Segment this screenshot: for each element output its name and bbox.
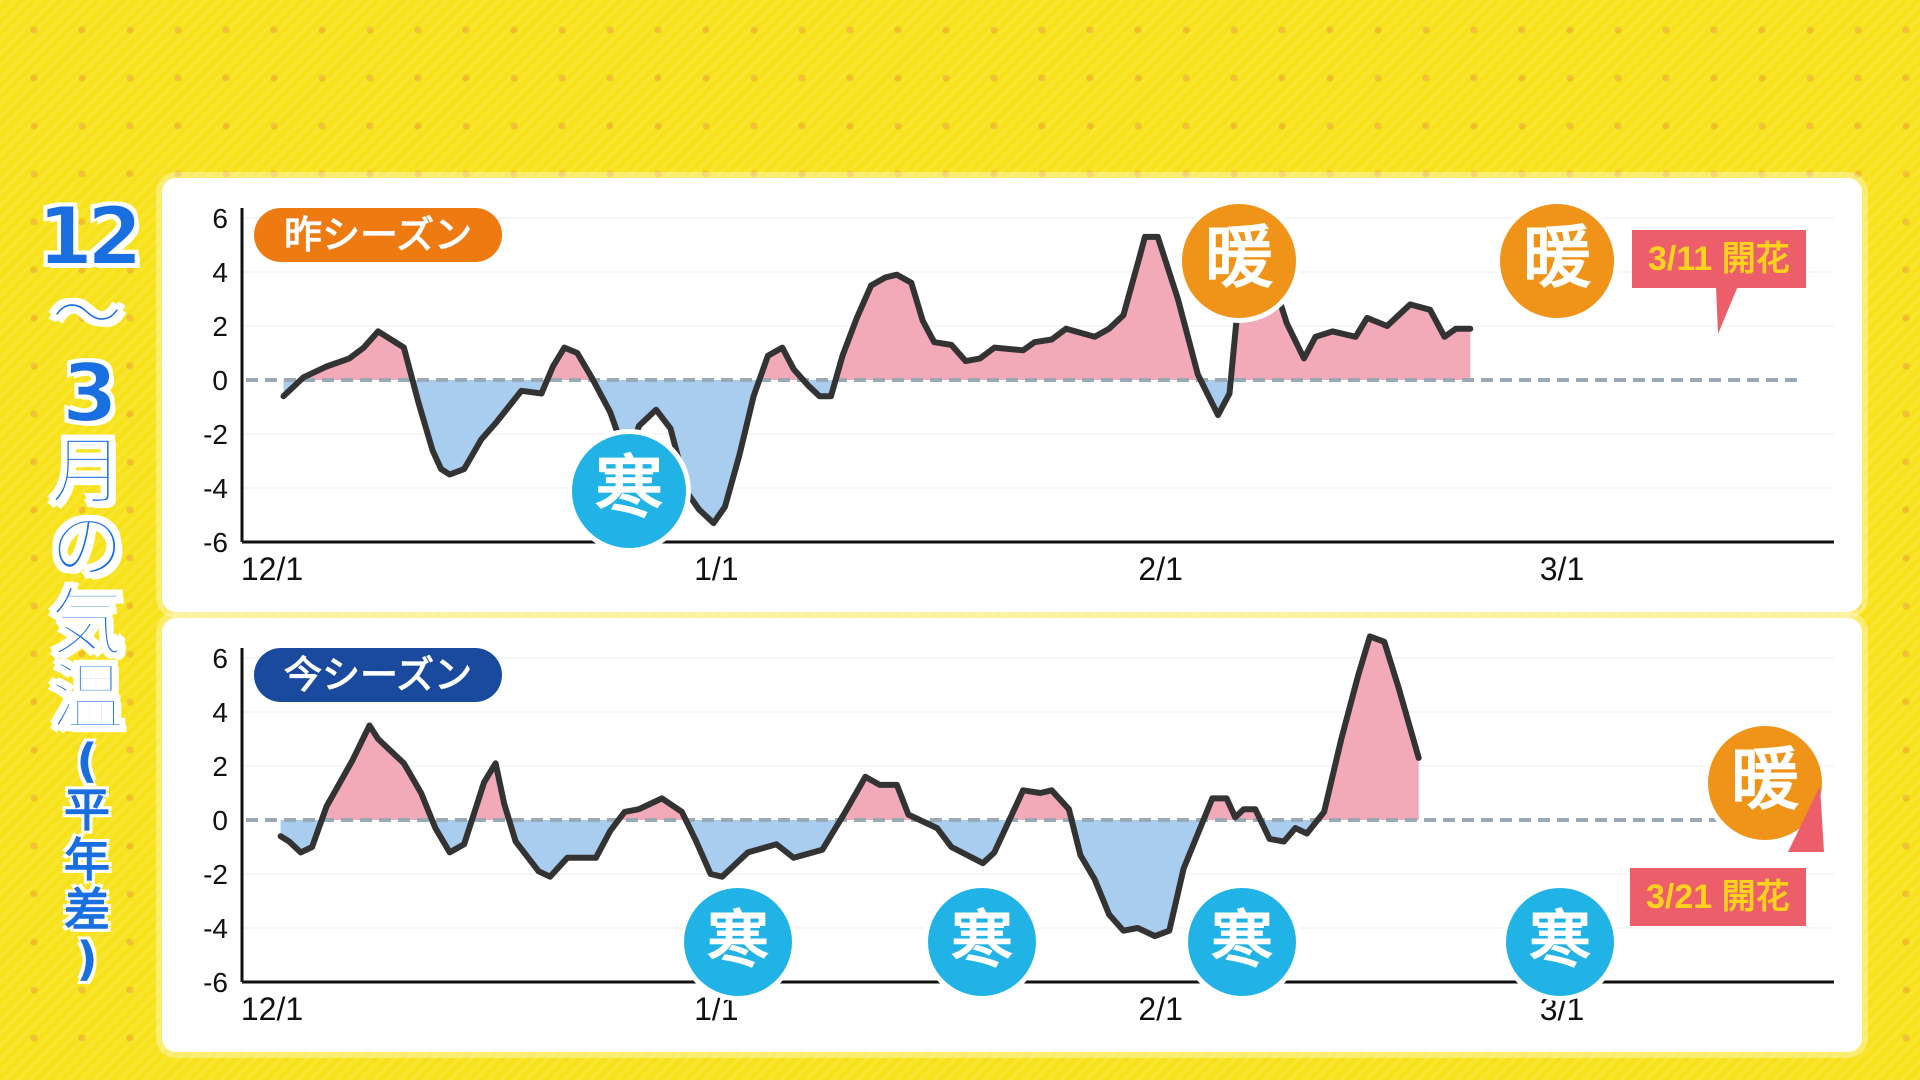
season-label-previous: 昨シーズン	[254, 208, 503, 262]
title-char: 12	[36, 190, 143, 283]
x-tick-label: 1/1	[694, 991, 738, 1027]
y-tick-label: -4	[203, 473, 228, 504]
title-char: 3	[61, 347, 119, 441]
y-tick-label: 2	[212, 311, 228, 342]
warm-area	[280, 636, 1419, 820]
cold-badge: 寒	[928, 888, 1036, 996]
warm-badge: 暖	[1182, 204, 1296, 318]
panel-previous-season: -6 -4 -2 0 2 4 6 12/1 1/1 2/1 3/1 昨シーズン 寒 暖 暖 3/11…	[162, 178, 1862, 612]
x-tick-label: 12/1	[241, 551, 303, 587]
title-char: の	[49, 504, 125, 591]
warm-area	[283, 236, 1471, 380]
y-tick-label: 2	[212, 751, 228, 782]
y-tick-label: 6	[212, 203, 228, 234]
cold-badge: 寒	[1506, 888, 1614, 996]
title-char: 〜	[49, 271, 125, 358]
subtitle-char: 差	[64, 882, 110, 937]
bloom-date-label: 3/21 開花	[1630, 868, 1806, 926]
temperature-line	[277, 633, 1422, 940]
cold-badge: 寒	[572, 434, 686, 548]
season-label-current: 今シーズン	[254, 648, 503, 702]
x-tick-label: 3/1	[1540, 551, 1584, 587]
subtitle-char: 年	[64, 832, 110, 887]
subtitle-char: (	[76, 733, 98, 788]
title-char: 温	[49, 655, 125, 742]
bloom-callout-pointer	[1716, 286, 1738, 334]
y-tick-label: -4	[203, 913, 228, 944]
bloom-callout-pointer	[1788, 786, 1824, 852]
warm-badge: 暖	[1708, 726, 1822, 840]
warm-badge: 暖	[1500, 204, 1614, 318]
y-tick-label: 6	[212, 643, 228, 674]
y-tick-label: -6	[203, 527, 228, 558]
bloom-date-label: 3/11 開花	[1632, 230, 1806, 288]
cold-area	[280, 820, 1419, 937]
y-tick-label: -2	[203, 859, 228, 890]
title-char: 気	[49, 579, 125, 666]
subtitle-char: )	[76, 932, 98, 987]
x-tick-label: 3/1	[1540, 991, 1584, 1027]
cold-badge: 寒	[684, 888, 792, 996]
y-tick-label: 0	[212, 365, 228, 396]
y-tick-label: -2	[203, 419, 228, 450]
y-tick-label: -6	[203, 967, 228, 998]
subtitle-char: 平	[64, 783, 110, 838]
chart-previous-season: -6 -4 -2 0 2 4 6 12/1 1/1 2/1 3/1	[203, 203, 1834, 587]
x-tick-label: 2/1	[1138, 991, 1182, 1027]
title-char: 月	[49, 428, 125, 515]
x-tick-label: 1/1	[694, 551, 738, 587]
cold-badge: 寒	[1188, 888, 1296, 996]
y-tick-label: 0	[212, 805, 228, 836]
x-tick-label: 12/1	[241, 991, 303, 1027]
y-tick-label: 4	[212, 257, 228, 288]
panel-current-season: -6 -4 -2 0 2 4 6 12/1 1/1 2/1 3/1 今シーズン 暖 寒 寒 寒 寒 …	[162, 618, 1862, 1052]
x-tick-label: 2/1	[1138, 551, 1182, 587]
y-tick-label: 4	[212, 697, 228, 728]
chart-main-title: 12 〜 3 月の気温(平年差)	[28, 190, 146, 1036]
